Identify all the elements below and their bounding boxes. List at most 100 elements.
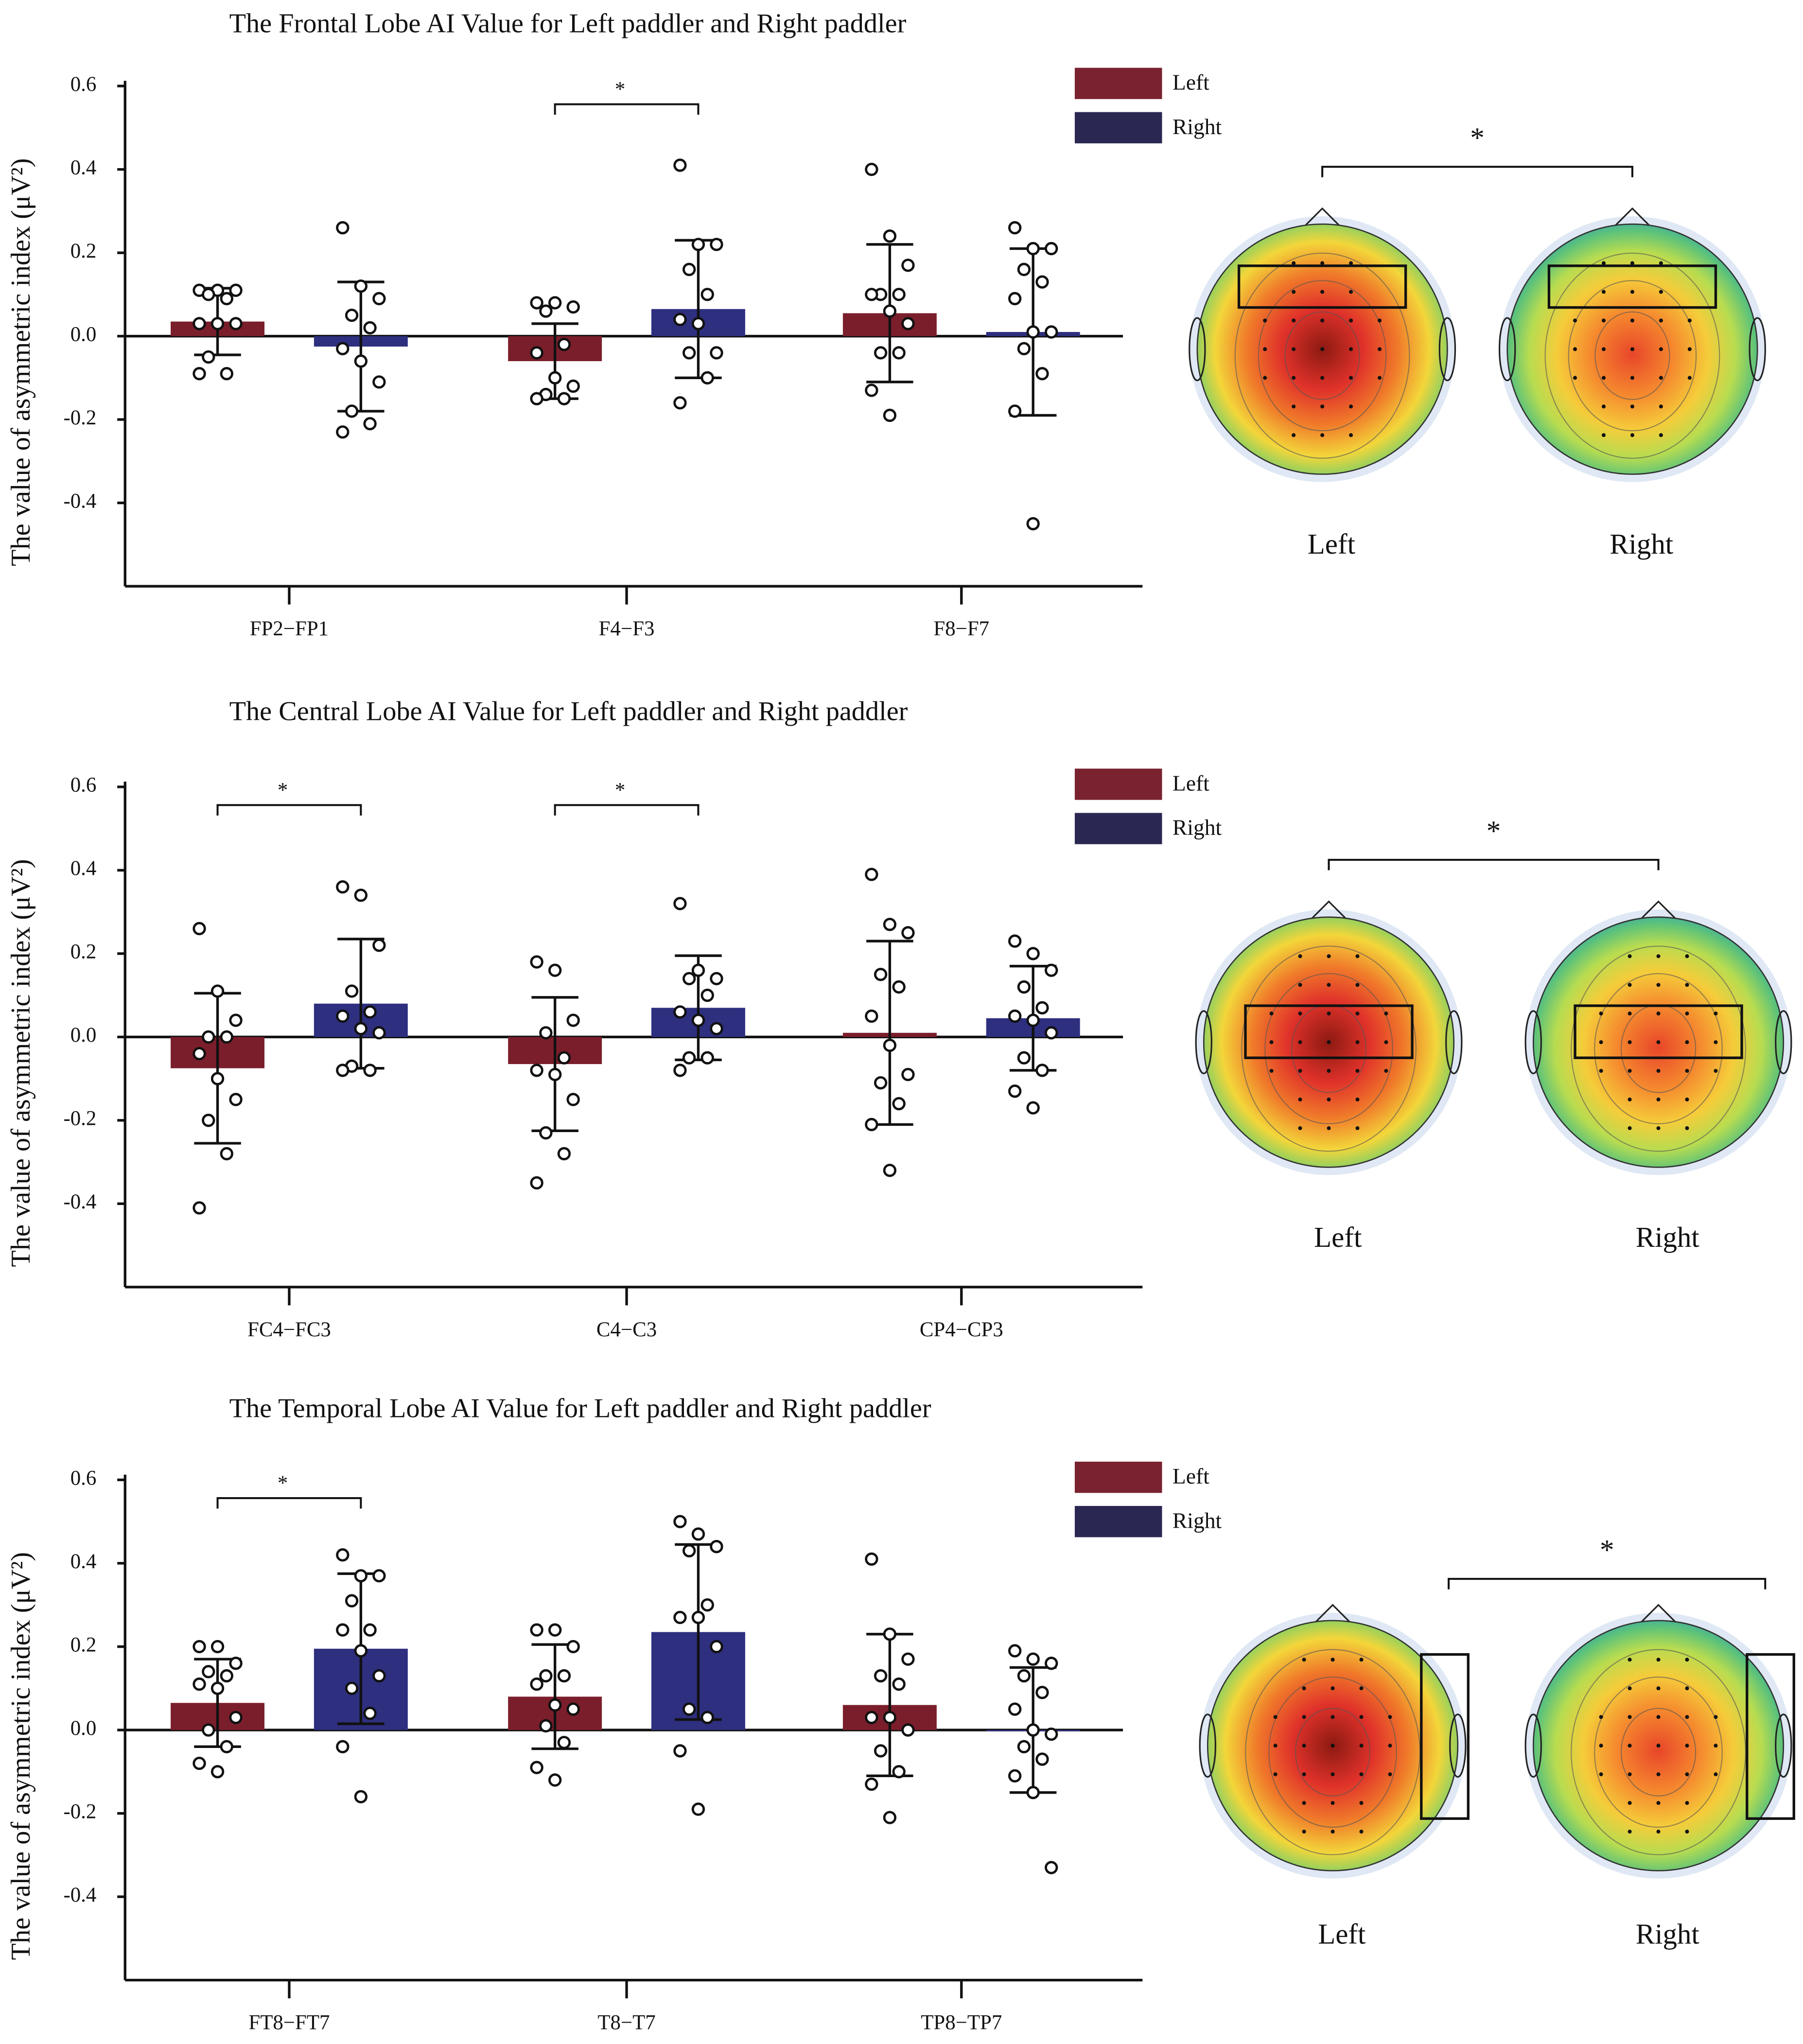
- electrode: [1349, 290, 1353, 294]
- data-point: [883, 1811, 897, 1824]
- significance-bracket: [216, 1497, 362, 1509]
- topomap-significance: *: [1470, 122, 1484, 154]
- x-tick-label: F8−F7: [933, 617, 989, 640]
- data-point: [566, 379, 580, 393]
- data-point: [557, 1147, 571, 1161]
- electrode: [1687, 318, 1692, 323]
- data-point: [673, 1064, 687, 1077]
- data-point: [700, 988, 714, 1002]
- electrode: [1659, 318, 1663, 323]
- data-point: [1008, 1769, 1022, 1783]
- data-point: [892, 288, 906, 301]
- electrode: [1659, 376, 1663, 380]
- data-point: [210, 1681, 225, 1695]
- legend-swatch: [1074, 1506, 1162, 1537]
- data-point: [1008, 404, 1022, 418]
- data-point: [901, 1652, 915, 1666]
- y-tick-label: 0.6: [70, 1467, 97, 1489]
- ear: [1524, 1713, 1542, 1778]
- electrode: [1659, 347, 1663, 351]
- data-point: [673, 158, 687, 172]
- electrode: [1714, 1744, 1718, 1748]
- data-point: [557, 1736, 571, 1749]
- data-point: [548, 963, 562, 977]
- electrode: [1298, 954, 1302, 959]
- data-point: [874, 1076, 888, 1090]
- topomap-label: Right: [1636, 1221, 1700, 1253]
- data-point: [539, 1719, 553, 1733]
- x-tick-label: CP4−CP3: [920, 1318, 1003, 1341]
- electrode: [1349, 376, 1353, 380]
- data-point: [530, 1064, 543, 1077]
- electrode: [1628, 954, 1632, 959]
- data-point: [202, 1665, 215, 1678]
- data-point: [210, 317, 225, 331]
- contour: [1284, 311, 1360, 400]
- data-point: [710, 1022, 723, 1035]
- electrode: [1656, 1686, 1661, 1691]
- data-point: [683, 1051, 696, 1065]
- data-point: [566, 1640, 580, 1654]
- roi-box: [1547, 264, 1717, 309]
- topomap-label: Left: [1318, 1918, 1366, 1950]
- topomap-label: Right: [1636, 1918, 1700, 1950]
- roi-box: [1237, 264, 1407, 309]
- y-tick-label: 0.2: [70, 1633, 97, 1656]
- roi-box: [1420, 1653, 1470, 1820]
- electrode: [1685, 1658, 1689, 1662]
- data-point: [1026, 325, 1040, 339]
- chart-title: The Central Lobe AI Value for Left paddl…: [229, 697, 908, 727]
- ear: [1524, 1010, 1542, 1074]
- electrode: [1330, 1658, 1335, 1662]
- data-point: [530, 1176, 543, 1190]
- data-point: [363, 1623, 377, 1637]
- data-point: [229, 317, 243, 331]
- electrode: [1601, 433, 1606, 437]
- data-point: [700, 371, 714, 384]
- data-point: [892, 1765, 906, 1779]
- electrode: [1656, 983, 1661, 987]
- electrode: [1292, 261, 1296, 265]
- data-point: [1017, 342, 1031, 355]
- y-tick-label: 0.6: [70, 774, 97, 797]
- contour: [1241, 945, 1417, 1152]
- data-point: [683, 262, 696, 276]
- data-point: [883, 1627, 897, 1641]
- data-point: [336, 221, 350, 235]
- electrode: [1630, 290, 1634, 294]
- data-point: [874, 1744, 888, 1758]
- data-point: [566, 1702, 580, 1716]
- significance-label: *: [278, 779, 288, 802]
- electrode: [1630, 404, 1634, 409]
- electrode: [1355, 1097, 1360, 1101]
- data-point: [539, 304, 553, 318]
- data-point: [1008, 1702, 1022, 1716]
- legend-swatch: [1074, 813, 1162, 844]
- electrode: [1714, 1772, 1718, 1777]
- data-point: [1008, 292, 1022, 306]
- data-point: [548, 1773, 562, 1787]
- electrode: [1601, 347, 1606, 351]
- topomap-bracket: [1328, 858, 1660, 871]
- legend-swatch: [1074, 112, 1162, 143]
- electrode: [1714, 1715, 1718, 1719]
- electrode: [1685, 1068, 1689, 1073]
- data-point: [683, 1544, 696, 1557]
- contour: [1544, 252, 1720, 459]
- data-point: [691, 317, 705, 331]
- data-point: [683, 346, 696, 360]
- roi-box: [1746, 1653, 1795, 1820]
- y-tick-label: 0.0: [70, 1717, 97, 1740]
- data-point: [548, 1067, 562, 1082]
- electrode: [1628, 1830, 1632, 1834]
- data-point: [566, 1093, 580, 1106]
- y-tick-label: 0.4: [70, 156, 97, 179]
- electrode: [1685, 1801, 1689, 1805]
- electrode: [1630, 347, 1634, 351]
- chart-title: The Frontal Lobe AI Value for Left paddl…: [229, 9, 907, 39]
- y-axis-label: The value of asymmetric index (μV²): [6, 859, 36, 1267]
- electrode: [1685, 1715, 1689, 1719]
- y-tick-label: -0.4: [63, 1884, 96, 1906]
- data-point: [1035, 275, 1049, 289]
- data-point: [1008, 1084, 1022, 1098]
